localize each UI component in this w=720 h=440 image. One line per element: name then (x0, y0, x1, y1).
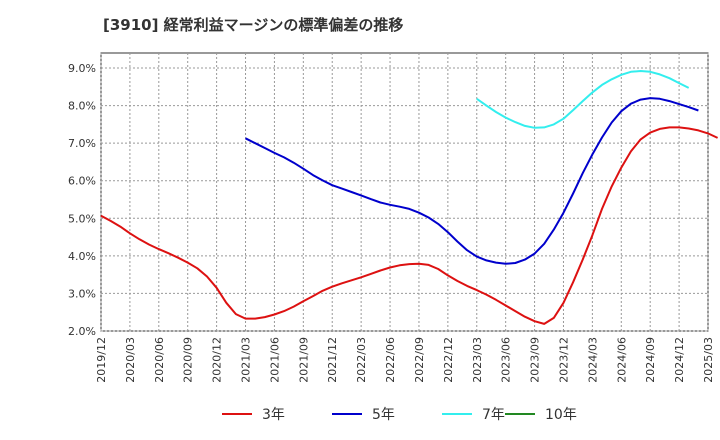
y-tick-label: 9.0% (68, 62, 96, 75)
x-tick-label: 2020/12 (211, 337, 224, 383)
series-layer (100, 70, 719, 325)
chart-title: [3910] 経常利益マージンの標準偏差の推移 (103, 16, 404, 34)
y-tick-label: 3.0% (68, 287, 96, 300)
x-tick-label: 2024/12 (673, 337, 686, 383)
x-tick-label: 2025/03 (702, 337, 715, 383)
x-tick-label: 2022/12 (442, 337, 455, 383)
x-axis: 2019/12 2020/03 2020/06 2020/09 2020/12 2021/… (95, 337, 715, 383)
y-tick-label: 8.0% (68, 100, 96, 113)
x-tick-label: 2022/06 (384, 337, 397, 383)
x-tick-label: 2021/12 (326, 337, 339, 383)
x-tick-label: 2022/03 (355, 337, 368, 383)
x-tick-label: 2024/03 (586, 337, 599, 383)
y-tick-label: 5.0% (68, 212, 96, 225)
legend: 3年 5年 7年 10年 (222, 407, 577, 423)
x-tick-label: 2023/09 (529, 337, 542, 383)
x-tick-label: 2022/09 (413, 337, 426, 383)
legend-label: 7年 (482, 407, 505, 423)
legend-label: 5年 (372, 407, 395, 423)
x-tick-label: 2021/06 (268, 337, 281, 383)
series-line (100, 126, 719, 325)
y-tick-label: 6.0% (68, 175, 96, 188)
series-line (245, 97, 699, 265)
x-tick-label: 2023/03 (471, 337, 484, 383)
y-tick-label: 7.0% (68, 137, 96, 150)
plot-area (100, 52, 709, 332)
legend-label: 10年 (545, 407, 577, 423)
y-axis: 2.0% 3.0% 4.0% 5.0% 6.0% 7.0% 8.0% 9.0% (68, 62, 96, 338)
y-tick-label: 4.0% (68, 250, 96, 263)
legend-label: 3年 (262, 407, 285, 423)
series-line (476, 70, 690, 129)
x-tick-label: 2021/03 (240, 337, 253, 383)
x-tick-label: 2019/12 (95, 337, 108, 383)
x-tick-label: 2024/09 (644, 337, 657, 383)
x-tick-label: 2021/09 (297, 337, 310, 383)
x-tick-label: 2020/06 (153, 337, 166, 383)
x-tick-label: 2023/12 (557, 337, 570, 383)
x-tick-label: 2023/06 (500, 337, 513, 383)
x-tick-label: 2020/03 (124, 337, 137, 383)
x-tick-label: 2020/09 (182, 337, 195, 383)
y-tick-label: 2.0% (68, 325, 96, 338)
grid-layer (100, 53, 709, 332)
x-tick-label: 2024/06 (615, 337, 628, 383)
